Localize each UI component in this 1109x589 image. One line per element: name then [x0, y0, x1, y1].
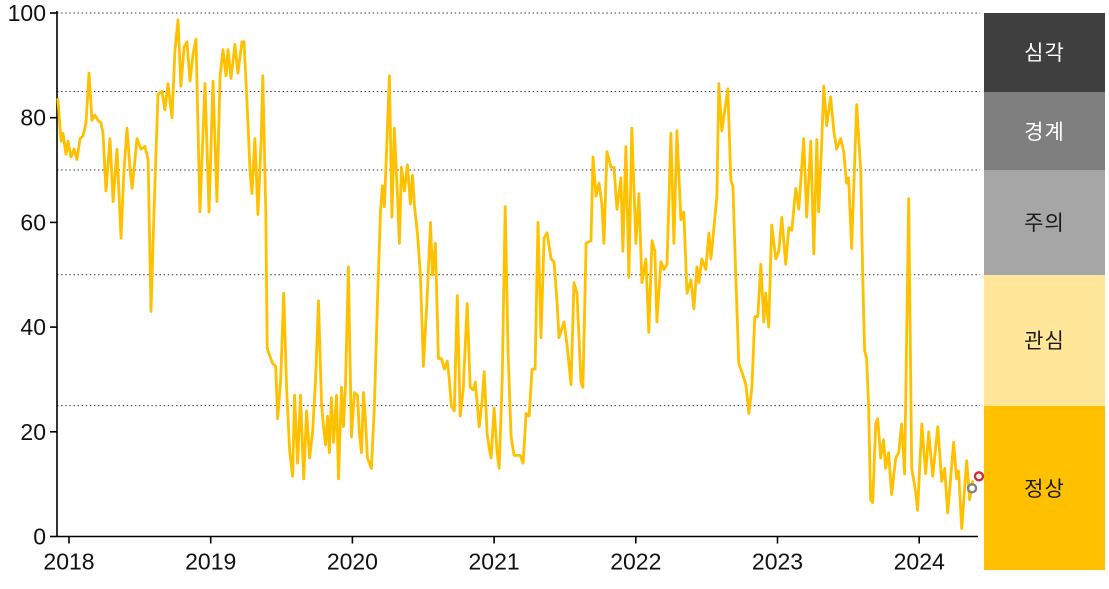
x-axis-label-2021: 2021	[469, 549, 520, 575]
y-axis-label-80: 80	[20, 105, 46, 131]
marker-gray	[966, 483, 978, 494]
y-axis-label-60: 60	[20, 209, 46, 235]
y-axis-label-40: 40	[20, 314, 46, 340]
x-axis-label-2020: 2020	[327, 549, 378, 575]
band-severe-label: 심각	[1024, 42, 1065, 66]
x-axis-label-2024: 2024	[894, 549, 945, 575]
x-axis-label-2022: 2022	[610, 549, 661, 575]
x-axis-label-2018: 2018	[43, 549, 94, 575]
y-axis-label-100: 100	[8, 0, 46, 26]
x-axis-label-2019: 2019	[185, 549, 236, 575]
y-axis-label-0: 0	[33, 524, 46, 550]
y-axis-label-20: 20	[20, 419, 46, 445]
band-caution-label: 주의	[1024, 212, 1065, 236]
band-normal: 정상	[984, 405, 1105, 570]
band-attention: 관심	[984, 274, 1105, 406]
x-axis-label-2023: 2023	[752, 549, 803, 575]
marker-red	[973, 471, 985, 482]
band-normal-label: 정상	[1024, 477, 1065, 501]
band-warning: 경계	[984, 91, 1105, 171]
band-attention-label: 관심	[1024, 330, 1065, 354]
band-warning-label: 경계	[1024, 120, 1065, 144]
band-severe: 심각	[984, 13, 1105, 92]
band-caution: 주의	[984, 170, 1105, 275]
index-line	[56, 18, 974, 530]
